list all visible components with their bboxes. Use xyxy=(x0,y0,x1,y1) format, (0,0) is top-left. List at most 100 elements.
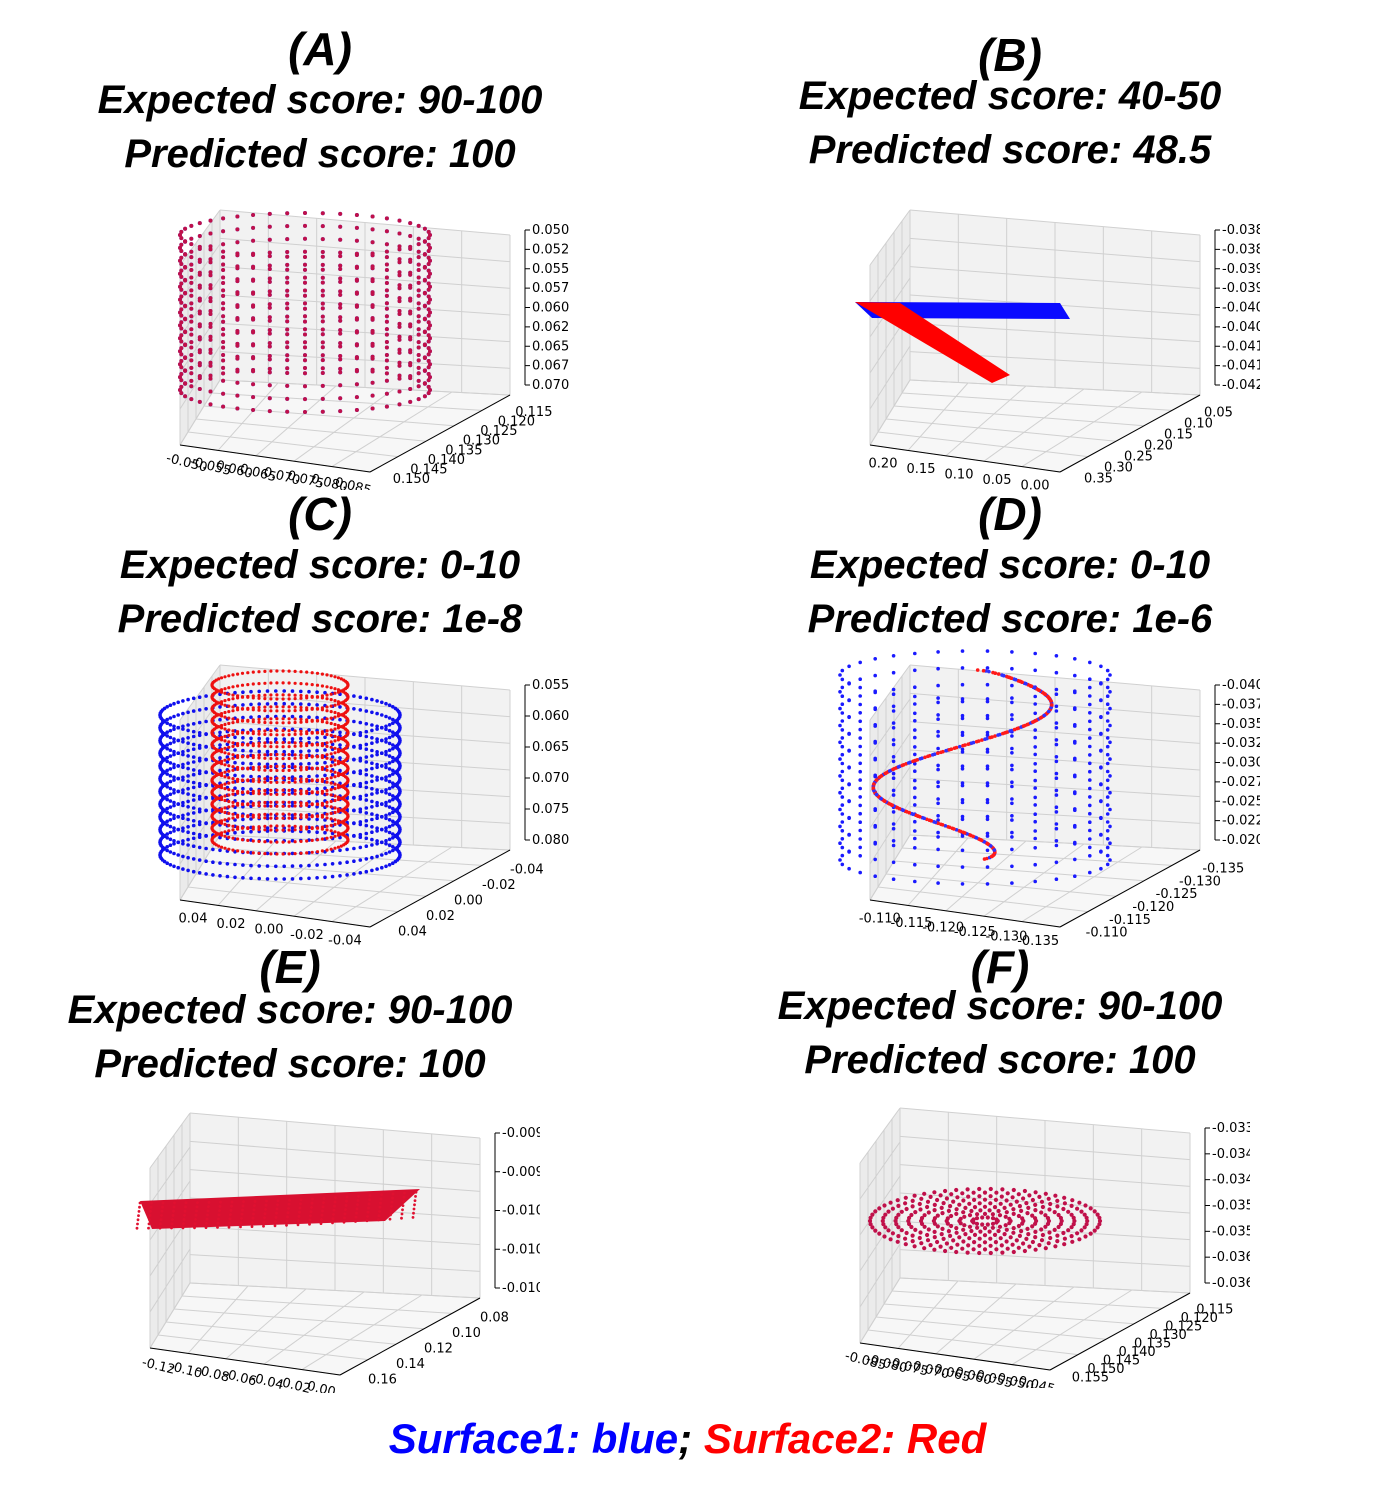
data-point xyxy=(909,1224,914,1230)
data-point xyxy=(1108,774,1112,778)
data-point xyxy=(179,287,184,292)
data-point xyxy=(985,831,990,836)
data-point xyxy=(249,829,253,834)
data-point xyxy=(251,777,255,781)
data-point xyxy=(217,748,221,753)
data-point xyxy=(387,767,392,771)
data-point xyxy=(267,289,272,294)
data-point xyxy=(387,703,392,707)
data-point xyxy=(992,848,997,852)
data-point xyxy=(422,356,427,360)
data-point xyxy=(168,703,173,707)
data-point xyxy=(364,806,369,810)
data-point xyxy=(384,281,389,285)
data-point xyxy=(303,255,307,259)
data-point xyxy=(285,358,290,363)
data-point xyxy=(240,779,245,783)
data-point xyxy=(982,1233,988,1238)
data-point xyxy=(384,727,388,731)
data-point xyxy=(345,1195,349,1199)
data-point xyxy=(197,259,202,264)
data-point xyxy=(315,814,320,818)
data-point xyxy=(416,262,421,267)
data-point xyxy=(176,815,180,819)
data-point xyxy=(220,809,224,813)
data-point xyxy=(246,778,250,782)
data-point xyxy=(1088,778,1092,782)
data-point xyxy=(840,862,845,867)
data-point xyxy=(428,245,432,250)
panel-a: (A) Expected score: 90-100 Predicted sco… xyxy=(70,20,570,490)
x-axis-line xyxy=(149,1347,341,1376)
data-point xyxy=(168,792,173,797)
data-point xyxy=(305,839,309,843)
data-point xyxy=(218,861,222,865)
data-point xyxy=(858,702,862,707)
data-point xyxy=(223,846,227,850)
data-point xyxy=(138,1201,142,1205)
data-point xyxy=(408,376,413,381)
data-point xyxy=(1054,860,1059,865)
data-point xyxy=(251,303,256,308)
grid-line xyxy=(867,1329,1079,1356)
data-point xyxy=(1069,1234,1074,1239)
data-point xyxy=(333,727,337,731)
data-point xyxy=(867,1218,873,1224)
data-point xyxy=(293,828,297,832)
grid-line xyxy=(983,388,1085,462)
data-point xyxy=(285,319,290,324)
data-point xyxy=(873,657,877,661)
data-point xyxy=(422,304,427,309)
data-point xyxy=(333,798,337,803)
data-point xyxy=(384,255,389,260)
data-point xyxy=(165,721,169,725)
data-point xyxy=(181,829,185,833)
data-point xyxy=(275,768,279,773)
data-point xyxy=(1010,713,1014,717)
data-point xyxy=(186,766,190,771)
data-point xyxy=(211,873,215,877)
data-point xyxy=(1085,1218,1090,1224)
data-point xyxy=(263,693,267,697)
data-point xyxy=(287,812,291,816)
grid-line xyxy=(869,379,911,446)
x-axis-line xyxy=(179,899,371,928)
data-point xyxy=(285,288,290,293)
data-point xyxy=(320,755,324,760)
data-point xyxy=(333,715,337,719)
grid-line xyxy=(877,431,1089,458)
data-point xyxy=(1038,716,1043,720)
data-point xyxy=(218,1209,221,1212)
data-point xyxy=(206,1209,210,1213)
data-point xyxy=(183,394,188,399)
data-point xyxy=(384,288,389,293)
data-point xyxy=(977,1236,982,1241)
data-point xyxy=(148,1214,152,1217)
data-point xyxy=(293,697,297,701)
data-point xyxy=(189,236,194,241)
data-point xyxy=(960,750,965,754)
data-point xyxy=(358,743,363,748)
data-point xyxy=(257,753,261,757)
data-point xyxy=(354,251,359,256)
data-point xyxy=(176,840,180,845)
data-point xyxy=(985,781,990,785)
data-point xyxy=(257,696,261,700)
data-point xyxy=(354,408,359,412)
data-point xyxy=(366,1210,370,1214)
data-point xyxy=(338,861,342,865)
data-point xyxy=(320,301,325,306)
surface-patch xyxy=(140,1189,420,1229)
data-point xyxy=(186,710,190,715)
grid-line xyxy=(157,1334,369,1361)
data-point xyxy=(985,841,990,846)
data-point xyxy=(315,876,319,880)
data-point xyxy=(1058,1221,1063,1227)
data-point xyxy=(323,830,327,835)
data-point xyxy=(1099,681,1103,685)
data-point xyxy=(251,368,256,372)
data-point xyxy=(287,800,291,804)
data-point xyxy=(161,1205,164,1209)
data-point xyxy=(936,780,940,784)
data-point xyxy=(339,748,343,753)
